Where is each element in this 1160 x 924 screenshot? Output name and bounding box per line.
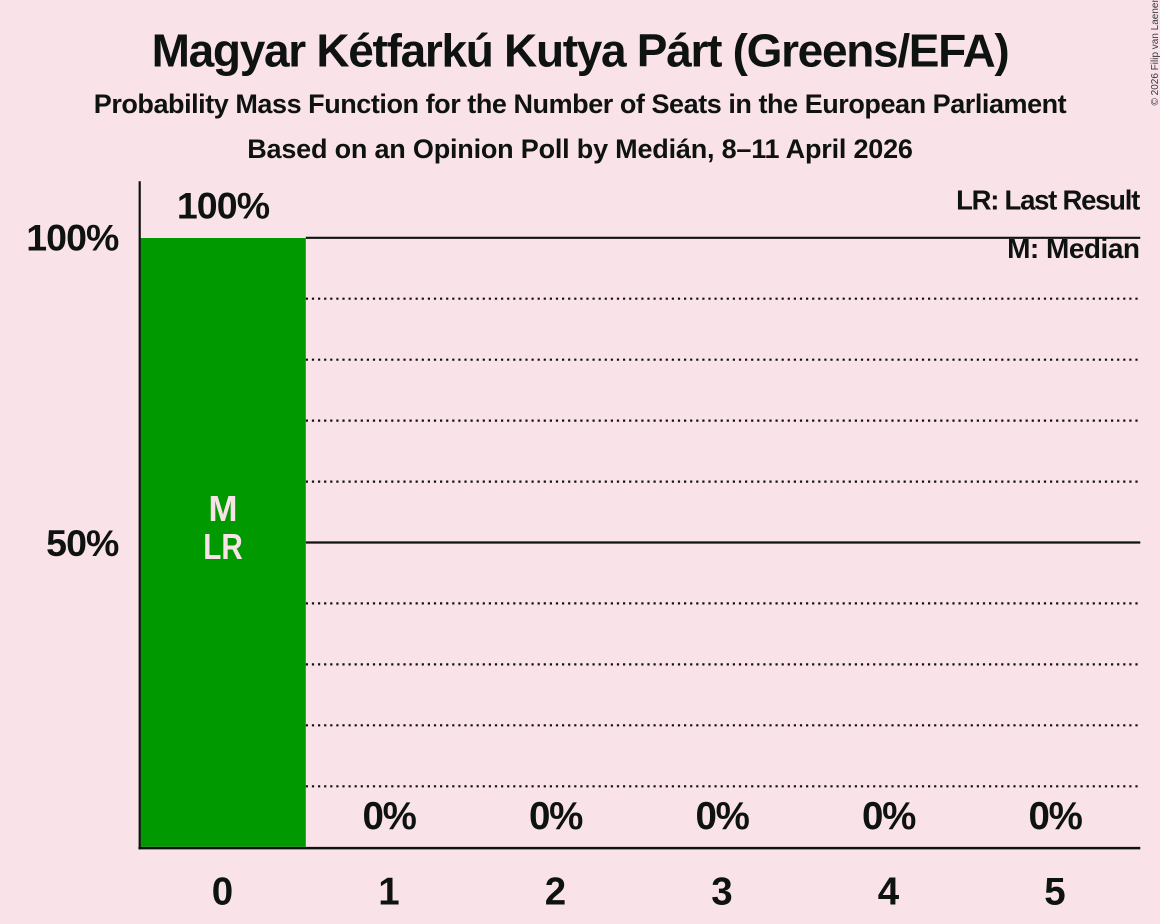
svg-text:0%: 0% (529, 795, 583, 838)
svg-text:100%: 100% (177, 184, 270, 226)
svg-text:0: 0 (212, 871, 233, 914)
svg-text:© 2026 Filip van Laenen: © 2026 Filip van Laenen (1150, 0, 1160, 106)
svg-text:4: 4 (878, 871, 900, 914)
svg-text:0%: 0% (862, 795, 916, 838)
svg-text:M: M (209, 488, 238, 529)
svg-text:3: 3 (711, 871, 732, 914)
svg-text:0%: 0% (695, 795, 749, 838)
svg-text:Probability Mass Function for: Probability Mass Function for the Number… (94, 89, 1067, 119)
svg-text:Magyar Kétfarkú Kutya Párt (Gr: Magyar Kétfarkú Kutya Párt (Greens/EFA) (152, 25, 1009, 77)
svg-text:50%: 50% (46, 522, 119, 564)
svg-text:2: 2 (545, 871, 566, 914)
svg-text:M: Median: M: Median (1007, 233, 1139, 264)
svg-text:LR: LR (203, 526, 243, 567)
svg-text:Based on an Opinion Poll by Me: Based on an Opinion Poll by Medián, 8–11… (247, 134, 913, 164)
svg-text:100%: 100% (26, 216, 119, 258)
svg-text:1: 1 (378, 871, 399, 914)
svg-text:0%: 0% (1028, 795, 1082, 838)
svg-text:5: 5 (1044, 871, 1065, 914)
svg-text:0%: 0% (362, 795, 416, 838)
svg-text:LR: Last Result: LR: Last Result (956, 185, 1140, 216)
